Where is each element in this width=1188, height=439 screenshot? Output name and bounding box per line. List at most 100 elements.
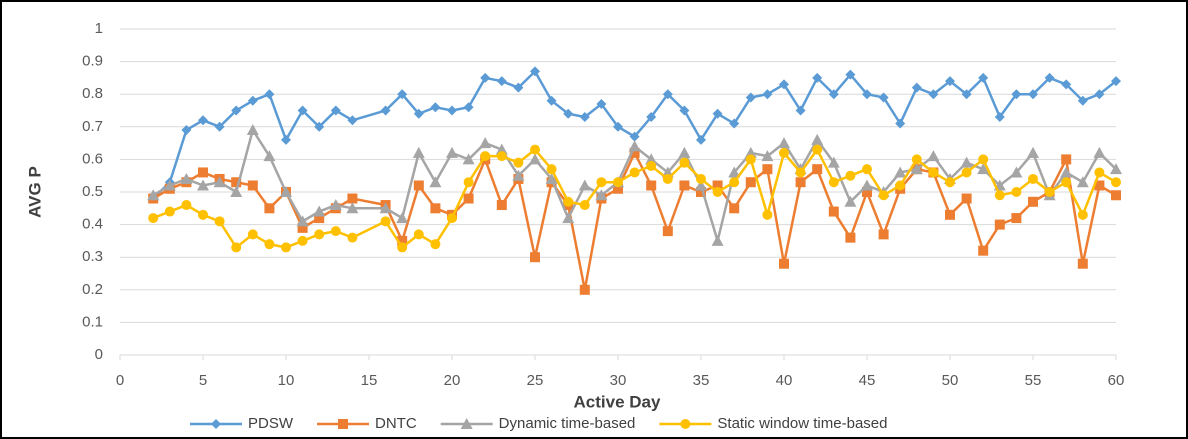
marker bbox=[297, 105, 308, 116]
marker bbox=[696, 187, 706, 197]
marker bbox=[214, 121, 225, 132]
marker bbox=[346, 202, 359, 214]
marker bbox=[545, 172, 558, 184]
marker bbox=[529, 153, 541, 165]
marker bbox=[845, 69, 856, 80]
marker bbox=[613, 177, 623, 188]
marker bbox=[978, 154, 989, 165]
marker bbox=[595, 189, 608, 201]
marker bbox=[1011, 187, 1022, 197]
marker bbox=[1011, 213, 1022, 224]
marker bbox=[762, 209, 773, 220]
marker bbox=[1060, 166, 1073, 178]
marker bbox=[213, 176, 226, 188]
marker bbox=[512, 169, 525, 181]
marker bbox=[496, 76, 507, 87]
marker bbox=[961, 193, 972, 204]
marker bbox=[446, 146, 458, 158]
marker bbox=[347, 232, 358, 243]
marker bbox=[862, 164, 872, 175]
marker bbox=[795, 177, 806, 188]
marker bbox=[329, 199, 342, 211]
marker bbox=[479, 137, 492, 149]
marker bbox=[198, 209, 208, 220]
marker bbox=[696, 173, 706, 184]
marker bbox=[563, 108, 574, 119]
marker bbox=[480, 151, 491, 162]
marker bbox=[413, 108, 424, 119]
marker bbox=[761, 150, 774, 162]
marker bbox=[338, 419, 348, 429]
marker bbox=[530, 252, 540, 263]
marker bbox=[778, 137, 790, 149]
marker bbox=[180, 172, 193, 184]
marker bbox=[827, 156, 840, 168]
marker bbox=[1110, 163, 1122, 175]
marker bbox=[862, 187, 872, 197]
marker bbox=[263, 150, 276, 162]
y-tick-label: 0 bbox=[95, 346, 103, 363]
marker bbox=[579, 112, 590, 123]
marker bbox=[429, 176, 442, 188]
marker bbox=[1111, 76, 1121, 87]
marker bbox=[911, 82, 922, 93]
marker bbox=[1077, 95, 1088, 106]
marker bbox=[231, 105, 242, 116]
marker bbox=[745, 177, 756, 188]
marker bbox=[845, 232, 856, 243]
legend-item: DNTC bbox=[317, 415, 417, 432]
marker bbox=[246, 124, 259, 136]
marker bbox=[164, 206, 175, 217]
marker bbox=[397, 242, 408, 253]
marker bbox=[779, 258, 789, 269]
marker bbox=[413, 180, 424, 191]
marker bbox=[460, 418, 473, 429]
marker bbox=[1028, 89, 1038, 100]
x-tick-label: 55 bbox=[1025, 372, 1042, 389]
marker bbox=[578, 179, 591, 191]
legend-item: Static window time-based bbox=[659, 415, 887, 432]
marker bbox=[680, 419, 691, 429]
marker bbox=[878, 190, 889, 201]
marker bbox=[895, 180, 906, 191]
marker bbox=[314, 121, 325, 132]
marker bbox=[745, 154, 756, 165]
marker bbox=[862, 89, 872, 100]
y-tick-label: 0.2 bbox=[82, 281, 103, 298]
marker bbox=[878, 92, 889, 103]
marker bbox=[211, 419, 221, 429]
marker bbox=[712, 180, 723, 191]
y-tick-label: 0.8 bbox=[82, 85, 103, 102]
marker bbox=[513, 157, 524, 168]
marker bbox=[811, 133, 824, 145]
x-tick-label: 10 bbox=[278, 372, 295, 389]
marker bbox=[397, 235, 408, 246]
marker bbox=[462, 153, 475, 165]
marker bbox=[495, 143, 508, 155]
marker bbox=[148, 213, 159, 224]
marker bbox=[379, 202, 392, 214]
marker bbox=[795, 167, 806, 178]
marker bbox=[994, 219, 1005, 230]
marker bbox=[613, 121, 623, 132]
marker bbox=[562, 212, 575, 224]
marker bbox=[1044, 187, 1055, 197]
marker bbox=[895, 118, 906, 129]
marker bbox=[579, 284, 590, 295]
y-tick-label: 0.4 bbox=[82, 216, 103, 233]
marker bbox=[613, 183, 623, 194]
legend-label: DNTC bbox=[375, 415, 417, 432]
marker bbox=[430, 203, 441, 214]
marker bbox=[214, 216, 225, 227]
marker bbox=[779, 79, 789, 90]
marker bbox=[314, 229, 325, 240]
marker bbox=[978, 72, 989, 83]
marker bbox=[596, 98, 607, 109]
marker bbox=[762, 89, 773, 100]
marker bbox=[828, 89, 839, 100]
marker bbox=[1077, 209, 1088, 220]
marker bbox=[695, 179, 707, 191]
marker bbox=[878, 229, 889, 240]
marker bbox=[911, 154, 922, 165]
